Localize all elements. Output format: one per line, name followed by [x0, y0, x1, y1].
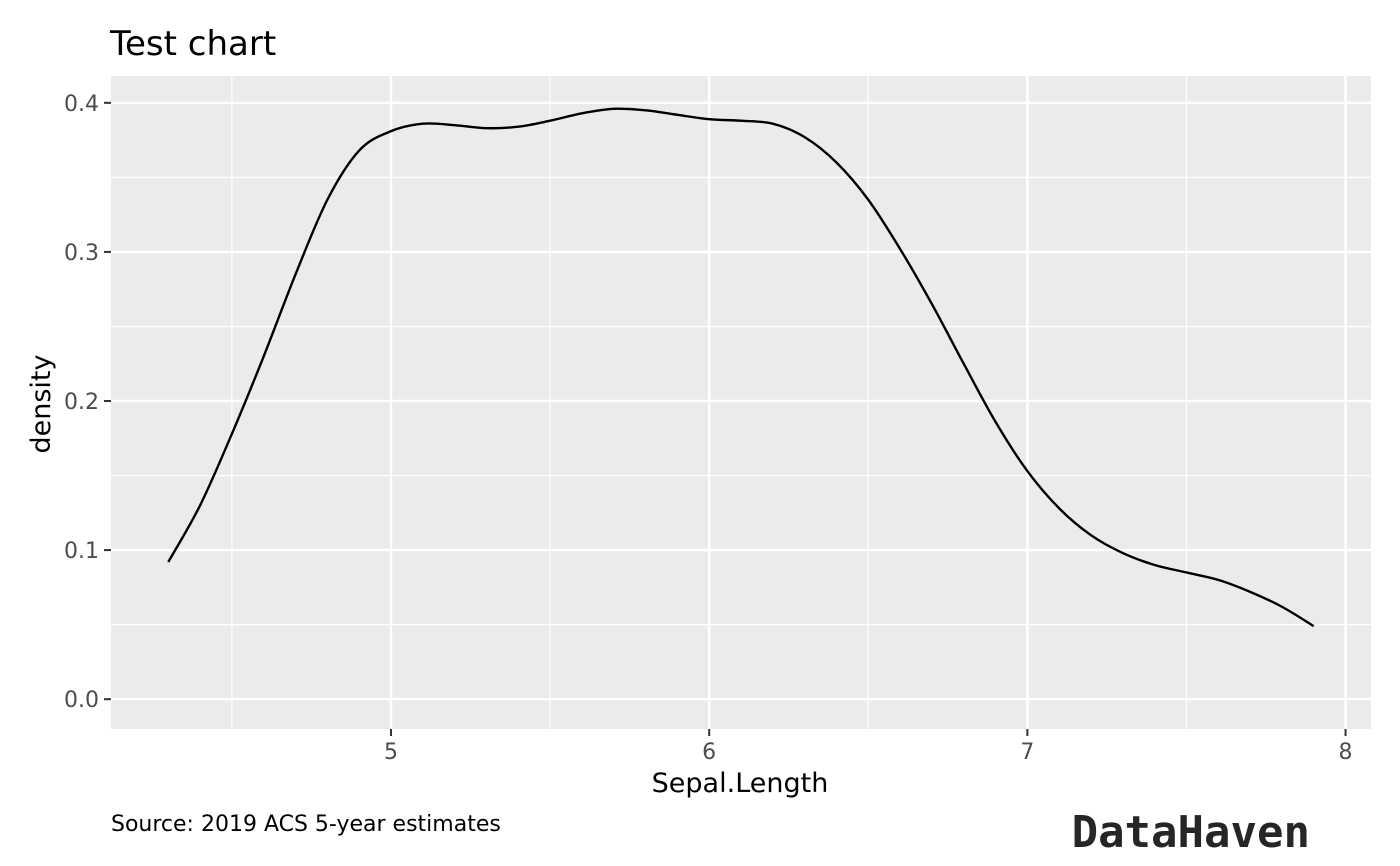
x-tick-label: 6	[702, 740, 716, 765]
y-axis-title: density	[26, 354, 57, 453]
y-tick-label: 0.1	[64, 539, 99, 564]
y-axis: 0.0 0.1 0.2 0.3 0.4	[64, 92, 111, 713]
plot-panel	[111, 76, 1371, 729]
x-tick-label: 5	[384, 740, 398, 765]
series-group	[167, 107, 1315, 628]
y-tick-label: 0.4	[64, 92, 99, 117]
major-gridlines	[111, 76, 1371, 729]
x-tick-label: 8	[1339, 740, 1353, 765]
x-axis: 5 6 7 8	[384, 729, 1353, 765]
y-tick-label: 0.3	[64, 241, 99, 266]
source-caption: Source: 2019 ACS 5-year estimates	[111, 812, 501, 837]
y-tick-label: 0.0	[64, 688, 99, 713]
x-axis-title: Sepal.Length	[652, 768, 829, 799]
datahaven-logo: DataHaven	[1072, 807, 1310, 858]
minor-gridlines	[111, 76, 1371, 729]
x-tick-label: 7	[1020, 740, 1034, 765]
density-line	[167, 107, 1315, 628]
chart-title: Test chart	[109, 24, 276, 64]
y-tick-label: 0.2	[64, 390, 99, 415]
